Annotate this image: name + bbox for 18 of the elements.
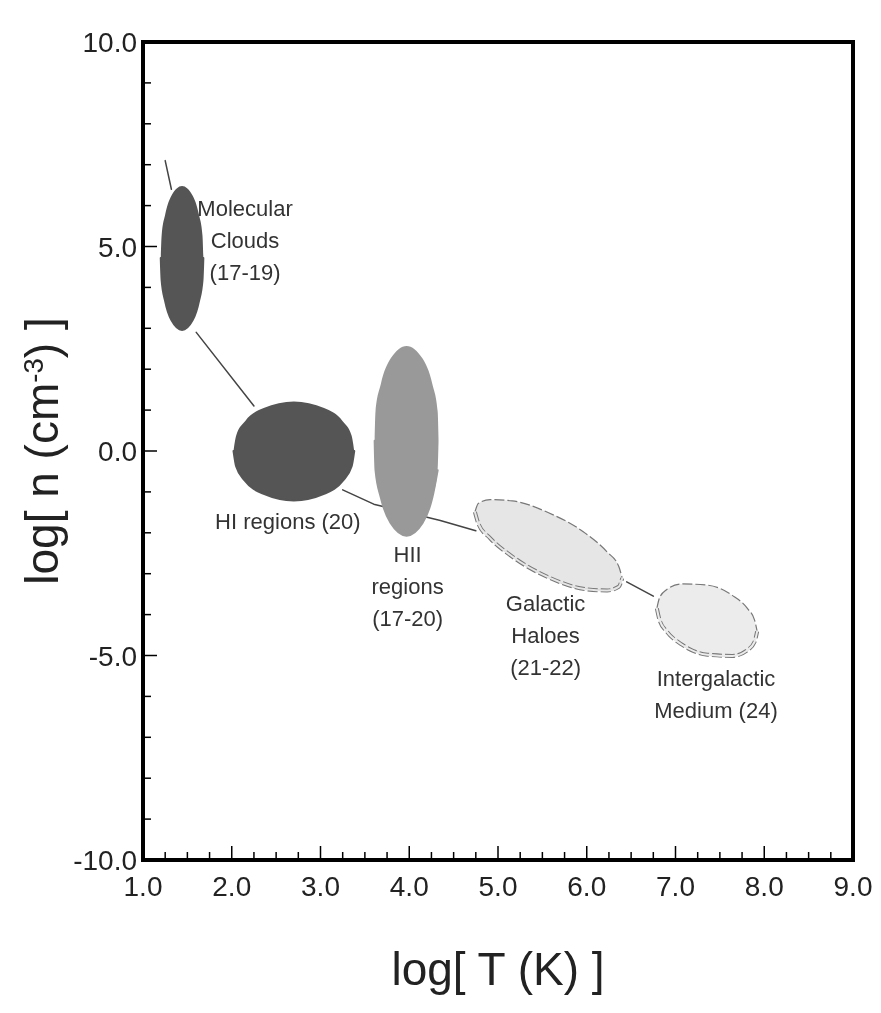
y-tick-label: 10.0	[82, 27, 137, 58]
x-axis-title: log[ T (K) ]	[391, 943, 605, 995]
x-tick-label: 9.0	[833, 871, 873, 902]
series-label: HI regions (20)	[215, 509, 361, 535]
x-tick-label: 2.0	[212, 871, 252, 902]
x-tick-label: 7.0	[656, 871, 695, 902]
y-tick-label: 5.0	[98, 231, 137, 263]
series-label: HII regions (17-20)	[371, 541, 444, 631]
series-label: Molecular Clouds (17-19)	[197, 195, 293, 285]
x-tick-label: 3.0	[301, 871, 340, 902]
x-tick-label: 5.0	[478, 871, 518, 902]
x-tick-label: 8.0	[744, 871, 784, 902]
series-label: Galactic Haloes (21-22)	[505, 591, 586, 681]
series-label: Intergalactic Medium (24)	[654, 665, 778, 723]
x-tick-label: 6.0	[567, 871, 607, 902]
y-tick-label: -5.0	[88, 640, 137, 672]
x-tick-label: 4.0	[389, 871, 429, 902]
y-tick-label: 0.0	[98, 436, 137, 467]
